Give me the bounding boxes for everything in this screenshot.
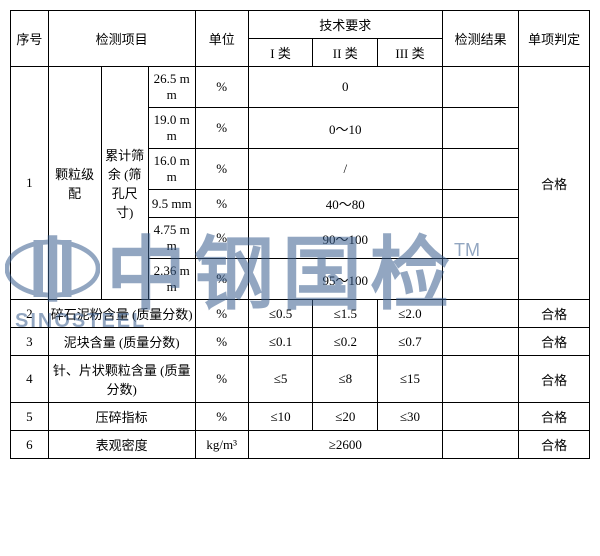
cell-req: 40～80 [248, 190, 442, 218]
cell-req: 0 [248, 67, 442, 108]
cell-judge: 合格 [519, 403, 590, 431]
header-class1: I 类 [248, 39, 313, 67]
header-class3: III 类 [378, 39, 443, 67]
cell-size: 9.5 mm [148, 190, 195, 218]
cell-item: 碎石泥粉含量 (质量分数) [48, 300, 195, 328]
cell-size: 19.0 mm [148, 108, 195, 149]
cell-req3: ≤0.7 [378, 328, 443, 356]
cell-result [442, 403, 518, 431]
cell-size: 2.36 mm [148, 259, 195, 300]
cell-req: 95～100 [248, 259, 442, 300]
cell-size: 26.5 mm [148, 67, 195, 108]
cell-item-main: 颗粒级配 [48, 67, 101, 300]
cell-unit: % [195, 190, 248, 218]
cell-judge: 合格 [519, 67, 590, 300]
cell-seq: 2 [11, 300, 49, 328]
cell-req2: ≤20 [313, 403, 378, 431]
header-class2: II 类 [313, 39, 378, 67]
cell-size: 4.75 mm [148, 218, 195, 259]
cell-req3: ≤2.0 [378, 300, 443, 328]
cell-unit: % [195, 259, 248, 300]
cell-judge: 合格 [519, 300, 590, 328]
cell-item: 表观密度 [48, 431, 195, 459]
cell-unit: % [195, 218, 248, 259]
test-report-table: 序号 检测项目 单位 技术要求 检测结果 单项判定 I 类 II 类 III 类… [10, 10, 590, 459]
cell-result [442, 328, 518, 356]
cell-judge: 合格 [519, 356, 590, 403]
cell-unit: % [195, 108, 248, 149]
cell-req1: ≤5 [248, 356, 313, 403]
table-row: 4 针、片状颗粒含量 (质量分数) % ≤5 ≤8 ≤15 合格 [11, 356, 590, 403]
cell-unit: % [195, 403, 248, 431]
header-result: 检测结果 [442, 11, 518, 67]
cell-req3: ≤15 [378, 356, 443, 403]
cell-req: 0～10 [248, 108, 442, 149]
cell-item: 压碎指标 [48, 403, 195, 431]
cell-result [442, 218, 518, 259]
table-row: 3 泥块含量 (质量分数) % ≤0.1 ≤0.2 ≤0.7 合格 [11, 328, 590, 356]
cell-req2: ≤1.5 [313, 300, 378, 328]
table-row: 5 压碎指标 % ≤10 ≤20 ≤30 合格 [11, 403, 590, 431]
cell-req-all: ≥2600 [248, 431, 442, 459]
cell-judge: 合格 [519, 431, 590, 459]
cell-item: 针、片状颗粒含量 (质量分数) [48, 356, 195, 403]
cell-unit: kg/m³ [195, 431, 248, 459]
header-tech: 技术要求 [248, 11, 442, 39]
cell-result [442, 67, 518, 108]
cell-item-sub: 累计筛余 (筛孔尺寸) [101, 67, 148, 300]
header-judge: 单项判定 [519, 11, 590, 67]
cell-seq: 6 [11, 431, 49, 459]
cell-req1: ≤0.1 [248, 328, 313, 356]
cell-req: 90～100 [248, 218, 442, 259]
cell-unit: % [195, 300, 248, 328]
cell-seq: 3 [11, 328, 49, 356]
cell-result [442, 259, 518, 300]
cell-size: 16.0 mm [148, 149, 195, 190]
cell-result [442, 431, 518, 459]
table-row: 2 碎石泥粉含量 (质量分数) % ≤0.5 ≤1.5 ≤2.0 合格 [11, 300, 590, 328]
cell-result [442, 190, 518, 218]
cell-result [442, 356, 518, 403]
cell-result [442, 300, 518, 328]
cell-seq: 1 [11, 67, 49, 300]
cell-judge: 合格 [519, 328, 590, 356]
cell-result [442, 108, 518, 149]
cell-req2: ≤8 [313, 356, 378, 403]
cell-req3: ≤30 [378, 403, 443, 431]
cell-unit: % [195, 328, 248, 356]
header-unit: 单位 [195, 11, 248, 67]
cell-unit: % [195, 356, 248, 403]
cell-req: / [248, 149, 442, 190]
table-row: 1 颗粒级配 累计筛余 (筛孔尺寸) 26.5 mm % 0 合格 [11, 67, 590, 108]
cell-unit: % [195, 67, 248, 108]
table-row: 6 表观密度 kg/m³ ≥2600 合格 [11, 431, 590, 459]
cell-result [442, 149, 518, 190]
cell-seq: 5 [11, 403, 49, 431]
header-seq: 序号 [11, 11, 49, 67]
cell-req1: ≤0.5 [248, 300, 313, 328]
cell-req2: ≤0.2 [313, 328, 378, 356]
cell-item: 泥块含量 (质量分数) [48, 328, 195, 356]
header-item: 检测项目 [48, 11, 195, 67]
cell-unit: % [195, 149, 248, 190]
cell-seq: 4 [11, 356, 49, 403]
cell-req1: ≤10 [248, 403, 313, 431]
